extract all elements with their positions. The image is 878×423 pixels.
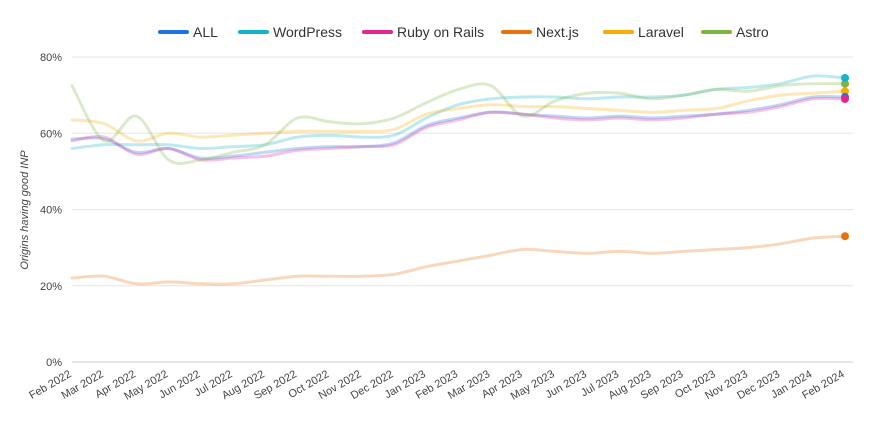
- legend-label: ALL: [193, 24, 218, 40]
- series-line-laravel: [70, 89, 847, 143]
- end-point-laravel: [841, 87, 849, 96]
- series-line-ruby-on-rails: [70, 96, 847, 162]
- y-tick-label: 20%: [40, 281, 62, 293]
- y-axis-title: Origins having good INP: [19, 150, 31, 270]
- end-points: [841, 73, 849, 241]
- legend-item-laravel[interactable]: Laravel: [603, 24, 684, 40]
- legend-item-wordpress[interactable]: WordPress: [238, 24, 342, 40]
- legend-label: Laravel: [638, 24, 684, 40]
- legend-item-all[interactable]: ALL: [158, 24, 218, 40]
- series-lines: [70, 74, 847, 286]
- series-line-wordpress: [70, 74, 847, 151]
- series-line-next-js: [70, 234, 847, 286]
- legend-label: WordPress: [273, 24, 342, 40]
- legend-item-astro[interactable]: Astro: [701, 24, 769, 40]
- y-axis: 0% 20% 40% 60% 80%: [40, 52, 62, 369]
- legend-label: Next.js: [536, 24, 579, 40]
- end-point-ruby-on-rails: [841, 94, 849, 103]
- grid: [72, 56, 853, 363]
- legend-item-next-js[interactable]: Next.js: [501, 24, 579, 40]
- series-line-all: [70, 94, 847, 160]
- end-point-next-js: [841, 232, 849, 241]
- y-tick-label: 60%: [40, 128, 62, 140]
- legend[interactable]: ALL WordPress Ruby on Rails Next.js Laravel A…: [158, 24, 769, 40]
- legend-item-ruby-on-rails[interactable]: Ruby on Rails: [362, 24, 484, 40]
- end-point-wordpress: [841, 73, 849, 82]
- legend-label: Ruby on Rails: [397, 24, 484, 40]
- end-point-astro: [841, 79, 849, 88]
- series-line-astro: [70, 82, 847, 165]
- y-tick-label: 40%: [40, 205, 62, 217]
- y-tick-label: 80%: [40, 52, 62, 64]
- legend-label: Astro: [736, 24, 769, 40]
- y-tick-label: 0%: [46, 357, 62, 369]
